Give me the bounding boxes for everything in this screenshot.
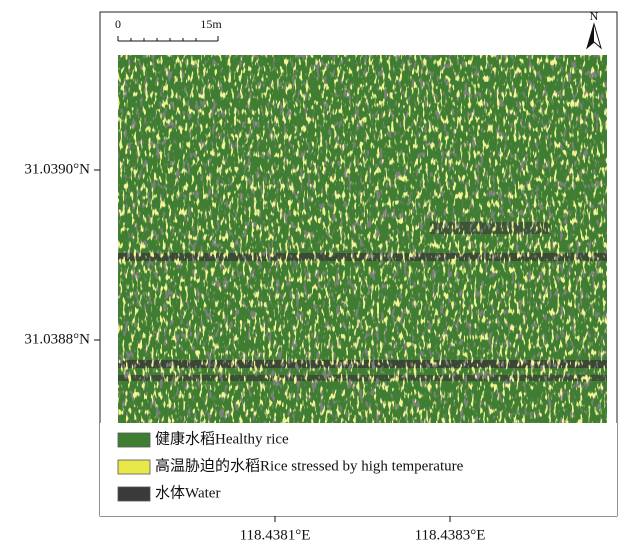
classified-image — [118, 55, 607, 423]
legend-swatch — [118, 487, 150, 501]
scale-end: 15m — [200, 17, 222, 31]
scale-bar — [118, 36, 218, 41]
lat-label: 31.0390°N — [24, 161, 90, 177]
legend-label: 水体Water — [155, 484, 220, 501]
legend-label: 健康水稻Healthy rice — [155, 430, 289, 447]
legend-label: 高温胁迫的水稻Rice stressed by high temperature — [155, 457, 464, 474]
lon-label: 118.4381°E — [240, 527, 311, 543]
legend-swatch — [118, 433, 150, 447]
scale-start: 0 — [115, 17, 121, 31]
legend-swatch — [118, 460, 150, 474]
lon-label: 118.4383°E — [415, 527, 486, 543]
lat-label: 31.0388°N — [24, 331, 90, 347]
map-figure: 0 15m N 31.0390°N 31.0388°N 118.4381°E 1… — [0, 0, 619, 547]
north-label: N — [590, 9, 599, 23]
